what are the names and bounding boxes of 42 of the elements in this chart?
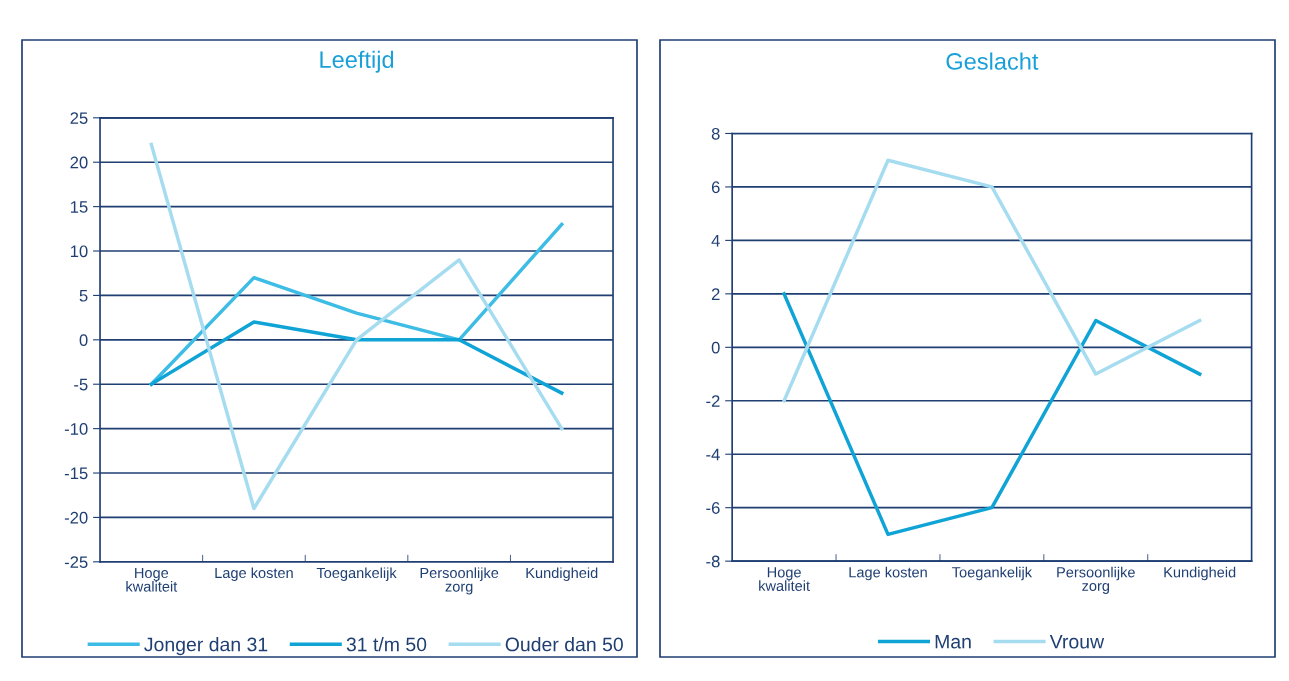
line-series [149,222,564,386]
y-tick-label: 8 [711,127,720,140]
x-tick-label: Toegankelijk [316,567,397,581]
line-series [149,142,564,511]
x-tick-label: Kundigheid [1164,566,1236,581]
y-tick-label: 10 [70,245,88,258]
y-tick-label: -5 [74,378,88,391]
line-series [782,158,1202,403]
y-tick-label: 20 [70,156,88,169]
y-tick-label: -15 [64,467,88,480]
y-tick-label: 4 [711,234,720,247]
y-tick-label: -20 [64,511,88,524]
x-tick-label: Lage kosten [849,566,927,581]
y-tick-label: 2 [711,288,720,300]
y-tick-label: 5 [79,289,88,302]
y-tick-label: -25 [64,556,88,569]
x-tick-label: Toegankelijk [952,566,1033,581]
legend-label: 31 t/m 50 [346,637,427,652]
y-tick-label: -8 [706,555,720,568]
legend-label: Jonger dan 31 [144,637,268,656]
y-tick-label: 0 [79,334,88,347]
legend-label: Vrouw [1049,634,1105,649]
y-tick-label: 15 [70,201,88,213]
legend-label: Man [935,634,971,649]
y-tick-label: 6 [711,181,720,194]
y-tick-label: -10 [64,423,88,435]
chart-title: Leeftijd [320,50,394,73]
line-series [149,320,564,395]
chart-title: Geslacht [946,52,1039,70]
line-series [782,292,1202,537]
x-tick-label: Persoonlijke zorg [420,567,499,595]
x-tick-label: Hoge kwaliteit [759,567,810,592]
legend-label: Ouder dan 50 [505,637,623,652]
x-tick-label: Persoonlijke zorg [1057,566,1135,594]
x-tick-label: Kundigheid [526,567,598,581]
y-tick-label: -6 [706,502,720,514]
y-tick-label: -2 [706,395,720,407]
x-tick-label: Hoge kwaliteit [126,567,178,592]
x-tick-label: Lage kosten [215,567,293,581]
y-tick-label: -4 [706,448,720,461]
y-tick-label: 0 [711,341,720,354]
y-tick-label: 25 [70,112,88,125]
